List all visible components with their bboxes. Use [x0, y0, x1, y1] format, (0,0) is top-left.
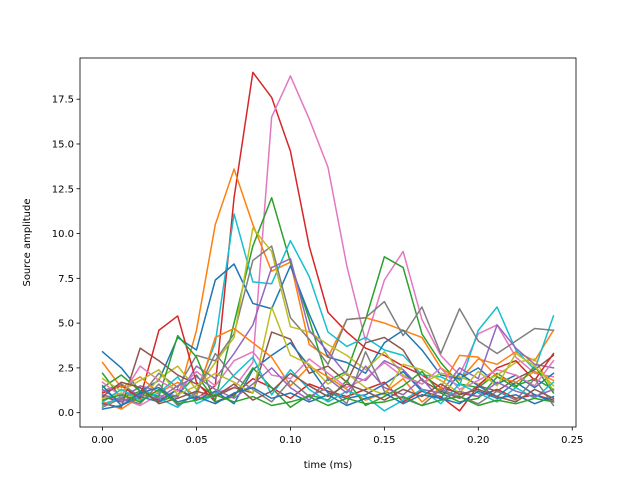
y-axis-label: Source amplitude — [22, 198, 33, 286]
series-line-16 — [101, 351, 555, 409]
series-line-18 — [101, 356, 555, 412]
series-line-12 — [101, 342, 555, 410]
y-tick-label: 15.0 — [52, 139, 74, 150]
y-tick-label: 0.0 — [58, 408, 74, 419]
series-line-20 — [101, 372, 555, 405]
series-line-13 — [101, 327, 555, 403]
series-line-9 — [101, 257, 555, 401]
y-tick-label: 10.0 — [52, 229, 74, 240]
series-line-17 — [101, 306, 555, 396]
x-tick-label: 0.05 — [185, 435, 207, 446]
x-axis-ticks: 0.00 0.05 0.10 0.15 0.20 0.25 — [91, 427, 583, 446]
x-tick-label: 0.25 — [561, 435, 583, 446]
plot-frame — [79, 57, 577, 428]
y-tick-label: 7.5 — [58, 274, 74, 285]
x-tick-label: 0.20 — [467, 435, 489, 446]
x-tick-label: 0.15 — [373, 435, 395, 446]
series-line-21 — [101, 384, 555, 407]
series-line-14 — [101, 334, 555, 409]
x-tick-label: 0.10 — [279, 435, 301, 446]
series-line-8 — [101, 227, 555, 401]
x-axis-label: time (ms) — [304, 460, 353, 471]
series-line-5 — [101, 213, 555, 409]
y-axis-ticks: 0.0 2.5 5.0 7.5 10.0 12.5 15.0 17.5 — [52, 95, 80, 419]
y-tick-label: 2.5 — [58, 363, 74, 374]
y-tick-label: 12.5 — [52, 184, 74, 195]
series-line-15 — [101, 351, 555, 398]
y-tick-label: 5.0 — [58, 319, 74, 330]
y-tick-label: 17.5 — [52, 95, 74, 106]
series-layer — [101, 71, 555, 412]
series-line-19 — [101, 365, 555, 403]
series-line-22 — [101, 388, 555, 407]
x-tick-label: 0.00 — [91, 435, 113, 446]
series-line-7 — [101, 245, 555, 398]
